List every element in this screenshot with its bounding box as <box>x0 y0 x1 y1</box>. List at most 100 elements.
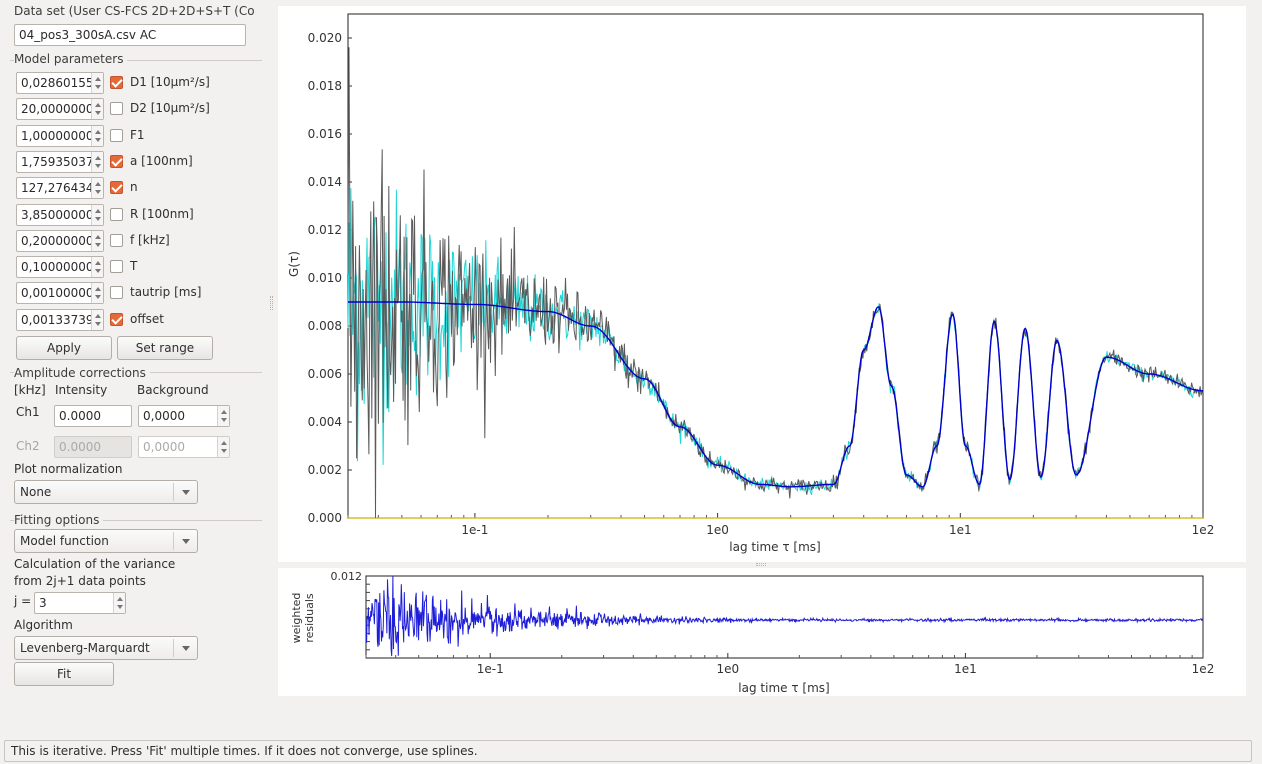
spin-arrows-icon[interactable] <box>91 73 103 93</box>
algorithm-value: Levenberg-Marquardt <box>20 641 150 655</box>
residual-ytick-label: 0.012 <box>331 570 363 583</box>
splitter-handle[interactable] <box>270 296 273 310</box>
model-group-border <box>10 60 262 61</box>
param-label: tautrip [ms] <box>130 285 202 300</box>
param-label: D1 [10µm²/s] <box>130 75 210 89</box>
plot-frame <box>347 13 1204 519</box>
y-tick-label: 0.020 <box>308 31 342 45</box>
param-label: f [kHz] <box>130 232 170 247</box>
param-fit-checkbox[interactable] <box>110 76 123 89</box>
res-x-tick-label: 1e1 <box>954 662 977 676</box>
res-x-tick-label: 1e0 <box>716 662 739 676</box>
fitting-group-border <box>10 520 262 521</box>
spin-arrows-icon[interactable] <box>91 204 103 225</box>
dataset-file-field[interactable]: 04_pos3_300sA.csv AC <box>14 24 246 46</box>
ch2-background-value: 0,0000 <box>143 440 185 454</box>
chevron-down-icon <box>173 532 197 550</box>
param-fit-checkbox[interactable] <box>110 207 123 221</box>
set-range-button[interactable]: Set range <box>117 336 213 360</box>
j-spinbox[interactable]: 3 <box>34 592 126 614</box>
spin-arrows-icon[interactable] <box>91 257 103 278</box>
param-label: T <box>130 259 138 274</box>
variance-mode-combo[interactable]: Model function <box>14 529 198 553</box>
dataset-title: Data set (User CS-FCS 2D+2D+S+T (Co <box>14 4 255 18</box>
param-fit-checkbox[interactable] <box>110 260 123 274</box>
fitting-title: Fitting options <box>14 513 104 527</box>
param-spinbox[interactable]: 20,0000000 <box>16 98 104 121</box>
algorithm-label: Algorithm <box>14 618 73 632</box>
ch1-intensity-field[interactable]: 0.0000 <box>54 405 132 427</box>
param-spinbox[interactable]: 127,276434 <box>16 177 104 200</box>
param-value: 127,276434 <box>21 181 91 196</box>
j-value: 3 <box>39 596 47 610</box>
y-tick-label: 0.002 <box>308 463 342 477</box>
param-spinbox[interactable]: 0,00100000 <box>16 282 104 305</box>
chevron-down-icon <box>173 483 197 501</box>
algorithm-combo[interactable]: Levenberg-Marquardt <box>14 636 198 660</box>
spin-arrows-icon[interactable] <box>91 151 103 172</box>
background-header: Background <box>137 383 209 397</box>
plot-normalization-combo[interactable]: None <box>14 480 198 504</box>
param-spinbox[interactable]: 1,75935037 <box>16 150 104 173</box>
param-label: a [100nm] <box>130 153 193 168</box>
x-tick-label: 1e1 <box>949 523 972 537</box>
amplitude-title: Amplitude corrections <box>14 366 150 380</box>
plot-normalization-label: Plot normalization <box>14 462 123 476</box>
param-value: 1,75935037 <box>21 154 91 169</box>
param-value: 0,02860155 <box>21 76 91 90</box>
spin-arrows-icon[interactable] <box>91 309 103 330</box>
param-value: 20,0000000 <box>21 102 91 117</box>
variance-mode-value: Model function <box>20 534 109 548</box>
spin-arrows-icon[interactable] <box>91 230 103 251</box>
ch2-intensity-field[interactable]: 0.0000 <box>54 436 132 458</box>
y-tick-label: 0.010 <box>308 271 342 285</box>
param-fit-checkbox[interactable] <box>110 102 123 116</box>
spin-arrows-icon[interactable] <box>91 125 103 146</box>
spin-arrows-icon[interactable] <box>91 99 103 120</box>
param-fit-checkbox[interactable] <box>110 312 123 326</box>
param-fit-checkbox[interactable] <box>110 233 123 247</box>
param-spinbox[interactable]: 0,00133739 <box>16 308 104 331</box>
spin-arrows-icon[interactable] <box>217 406 229 426</box>
apply-button[interactable]: Apply <box>16 336 112 360</box>
param-fit-checkbox[interactable] <box>110 181 123 195</box>
x-tick-label: 1e2 <box>1192 523 1215 537</box>
data-series-gray <box>347 47 1204 519</box>
param-label: n <box>130 180 138 195</box>
spin-arrows-icon[interactable] <box>91 178 103 199</box>
y-axis-label: G(τ) <box>287 251 301 277</box>
splitter-handle-horizontal[interactable] <box>756 563 766 566</box>
param-spinbox[interactable]: 3,85000000 <box>16 203 104 226</box>
residuals-plot-panel: 1e-1 1e0 1e1 1e2 0.012 lag time τ [ms] weig… <box>278 568 1246 696</box>
param-spinbox[interactable]: 1,00000000 <box>16 124 104 147</box>
spin-arrows-icon[interactable] <box>113 593 125 613</box>
residuals-x-axis-label: lag time τ [ms] <box>738 681 829 695</box>
param-value: 0,00100000 <box>21 286 91 301</box>
param-spinbox[interactable]: 0,02860155 <box>16 72 104 94</box>
param-label: D2 [10µm²/s] <box>130 101 210 116</box>
model-title: Model parameters <box>14 52 128 66</box>
ch2-label: Ch2 <box>16 439 40 453</box>
param-label: F1 <box>130 127 145 142</box>
fit-button[interactable]: Fit <box>14 662 114 686</box>
param-spinbox[interactable]: 0,10000000 <box>16 256 104 279</box>
param-fit-checkbox[interactable] <box>110 286 123 300</box>
param-value: 0,00133739 <box>21 312 91 327</box>
res-x-tick-label: 1e-1 <box>477 662 504 676</box>
param-spinbox[interactable]: 0,20000000 <box>16 229 104 252</box>
y-tick-label: 0.004 <box>308 415 342 429</box>
param-fit-checkbox[interactable] <box>110 154 123 168</box>
residuals-series <box>365 575 1204 657</box>
x-tick-label: 1e-1 <box>461 523 488 537</box>
spin-arrows-icon[interactable] <box>91 283 103 304</box>
j-label: j = <box>14 594 32 608</box>
residuals-y-axis-label-line2: residuals <box>303 593 316 643</box>
y-tick-label: 0.016 <box>308 127 342 141</box>
ch1-background-spinbox[interactable]: 0,0000 <box>138 405 230 427</box>
param-fit-checkbox[interactable] <box>110 128 123 142</box>
res-x-tick-label: 1e2 <box>1192 662 1215 676</box>
variance-text-1: Calculation of the variance <box>14 557 176 571</box>
left-panel: Data set (User CS-FCS 2D+2D+S+T (Co 04_p… <box>0 0 264 740</box>
ch2-background-spinbox[interactable]: 0,0000 <box>138 436 230 458</box>
spin-arrows-icon[interactable] <box>217 437 229 457</box>
